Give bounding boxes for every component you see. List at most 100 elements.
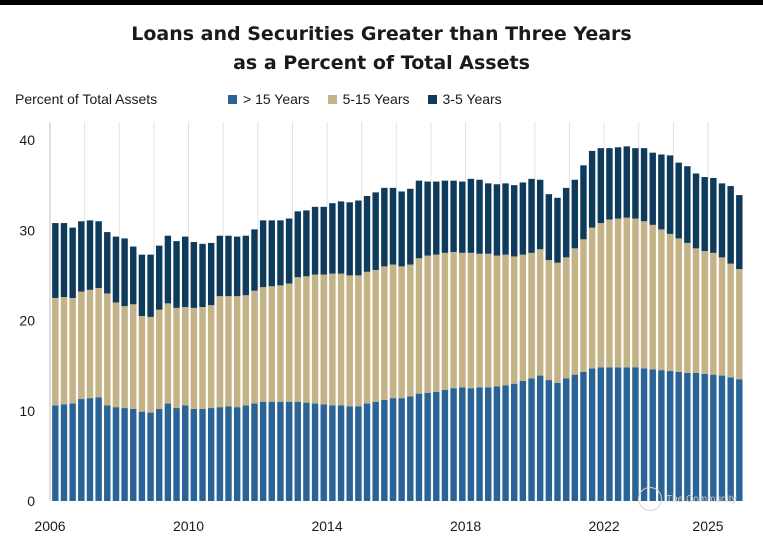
- bar-segment-3-5: [311, 206, 319, 275]
- bar-segment-5-15: [407, 264, 414, 397]
- bar-segment-3-5: [268, 220, 275, 287]
- bar-segment-over-15: [121, 408, 128, 501]
- bar-segment-over-15: [69, 403, 76, 501]
- bar-segment-5-15: [112, 302, 120, 408]
- bar-segment-3-5: [372, 192, 379, 270]
- bar-segment-over-15: [95, 397, 102, 501]
- bar-segment-3-5: [363, 196, 371, 272]
- bar-segment-3-5: [692, 173, 700, 249]
- bar-segment-3-5: [233, 236, 241, 297]
- bar-segment-5-15: [242, 295, 250, 406]
- bar-segment-over-15: [259, 401, 267, 501]
- bar-segment-3-5: [381, 187, 388, 267]
- bar-segment-3-5: [104, 232, 111, 294]
- bar-segment-3-5: [467, 178, 475, 253]
- chart-title-line2: as a Percent of Total Assets: [233, 52, 530, 74]
- bar-segment-over-15: [242, 405, 250, 501]
- bar-segment-5-15: [60, 297, 68, 405]
- bar-segment-5-15: [467, 252, 475, 389]
- bar-segment-3-5: [415, 180, 423, 259]
- bar-segment-5-15: [666, 233, 674, 372]
- bar-segment-over-15: [597, 367, 604, 501]
- bar-segment-3-5: [433, 181, 440, 255]
- bar-segment-over-15: [130, 408, 137, 501]
- y-tick-label: 20: [19, 313, 35, 329]
- bar-segment-5-15: [684, 242, 691, 373]
- bar-segment-3-5: [199, 243, 206, 307]
- bar-segment-over-15: [381, 399, 388, 501]
- bar-segment-3-5: [649, 152, 656, 225]
- legend-swatch-3-5: [427, 94, 437, 104]
- bar-segment-3-5: [277, 220, 284, 286]
- bar-segment-5-15: [329, 273, 336, 406]
- bar-segment-over-15: [138, 411, 146, 501]
- bar-segment-3-5: [632, 148, 639, 219]
- chart-title-line1: Loans and Securities Greater than Three …: [131, 23, 632, 45]
- bar-segment-over-15: [233, 407, 241, 501]
- bar-segment-3-5: [190, 242, 198, 308]
- y-axis-label: Percent of Total Assets: [15, 91, 158, 107]
- bar-segment-over-15: [632, 367, 639, 501]
- x-tick-label: 2025: [692, 518, 723, 534]
- bar-segment-5-15: [52, 297, 59, 406]
- top-border: [0, 0, 763, 5]
- bar-segment-5-15: [277, 285, 284, 402]
- bar-segment-3-5: [597, 148, 604, 224]
- bar-segment-over-15: [173, 408, 180, 501]
- bar-segment-3-5: [536, 179, 544, 250]
- bar-segment-5-15: [433, 254, 440, 392]
- bar-segment-over-15: [692, 372, 700, 501]
- bar-segment-over-15: [450, 388, 457, 501]
- bar-segment-3-5: [710, 177, 717, 253]
- bar-segment-3-5: [459, 181, 466, 253]
- bar-segment-5-15: [346, 275, 353, 407]
- bar-segment-3-5: [675, 162, 682, 239]
- bar-segment-3-5: [285, 218, 293, 284]
- bar-segment-5-15: [225, 296, 232, 407]
- bar-segment-3-5: [727, 186, 734, 264]
- bar-segment-5-15: [528, 252, 535, 379]
- bar-segment-5-15: [588, 227, 596, 369]
- bar-segment-over-15: [510, 383, 518, 501]
- bar-segment-over-15: [545, 380, 553, 501]
- bar-segment-5-15: [450, 251, 457, 389]
- bar-segment-5-15: [121, 306, 128, 409]
- bar-segment-over-15: [190, 408, 198, 501]
- bar-segment-over-15: [337, 405, 345, 501]
- bar-segment-over-15: [389, 398, 397, 501]
- bar-segment-3-5: [580, 165, 587, 240]
- bar-segment-5-15: [86, 289, 94, 399]
- bar-segment-3-5: [493, 184, 501, 256]
- bar-segment-5-15: [519, 254, 527, 381]
- bar-segment-5-15: [562, 257, 570, 379]
- legend-item-over-15: > 15 Years: [228, 91, 310, 107]
- bar-segment-5-15: [233, 296, 241, 408]
- bar-segment-over-15: [372, 401, 379, 501]
- bar-segment-3-5: [684, 166, 691, 243]
- bar-segment-3-5: [294, 211, 301, 278]
- bar-segment-3-5: [112, 236, 120, 303]
- legend: > 15 Years 5-15 Years 3-5 Years: [228, 91, 502, 107]
- bar-segment-over-15: [476, 387, 483, 501]
- bar-segment-over-15: [285, 401, 293, 501]
- bar-segment-3-5: [147, 254, 154, 317]
- bar-segment-5-15: [164, 303, 172, 404]
- bar-segment-over-15: [606, 367, 613, 501]
- bar-segment-3-5: [528, 178, 535, 253]
- bar-segment-over-15: [459, 387, 466, 501]
- bar-segment-over-15: [554, 382, 561, 501]
- watermark-logo-icon: [638, 487, 662, 511]
- bar-segment-3-5: [95, 221, 102, 289]
- bar-segment-5-15: [156, 309, 163, 409]
- bar-segment-over-15: [311, 403, 319, 501]
- bar-segment-5-15: [251, 290, 258, 404]
- bar-segment-over-15: [52, 405, 59, 501]
- bar-segment-5-15: [216, 296, 224, 408]
- bar-segment-3-5: [303, 210, 310, 277]
- bar-segment-over-15: [398, 398, 405, 501]
- bar-segment-5-15: [181, 306, 189, 406]
- legend-label-over-15: > 15 Years: [243, 91, 310, 107]
- bar-segment-over-15: [363, 403, 371, 501]
- bar-segment-5-15: [207, 305, 215, 409]
